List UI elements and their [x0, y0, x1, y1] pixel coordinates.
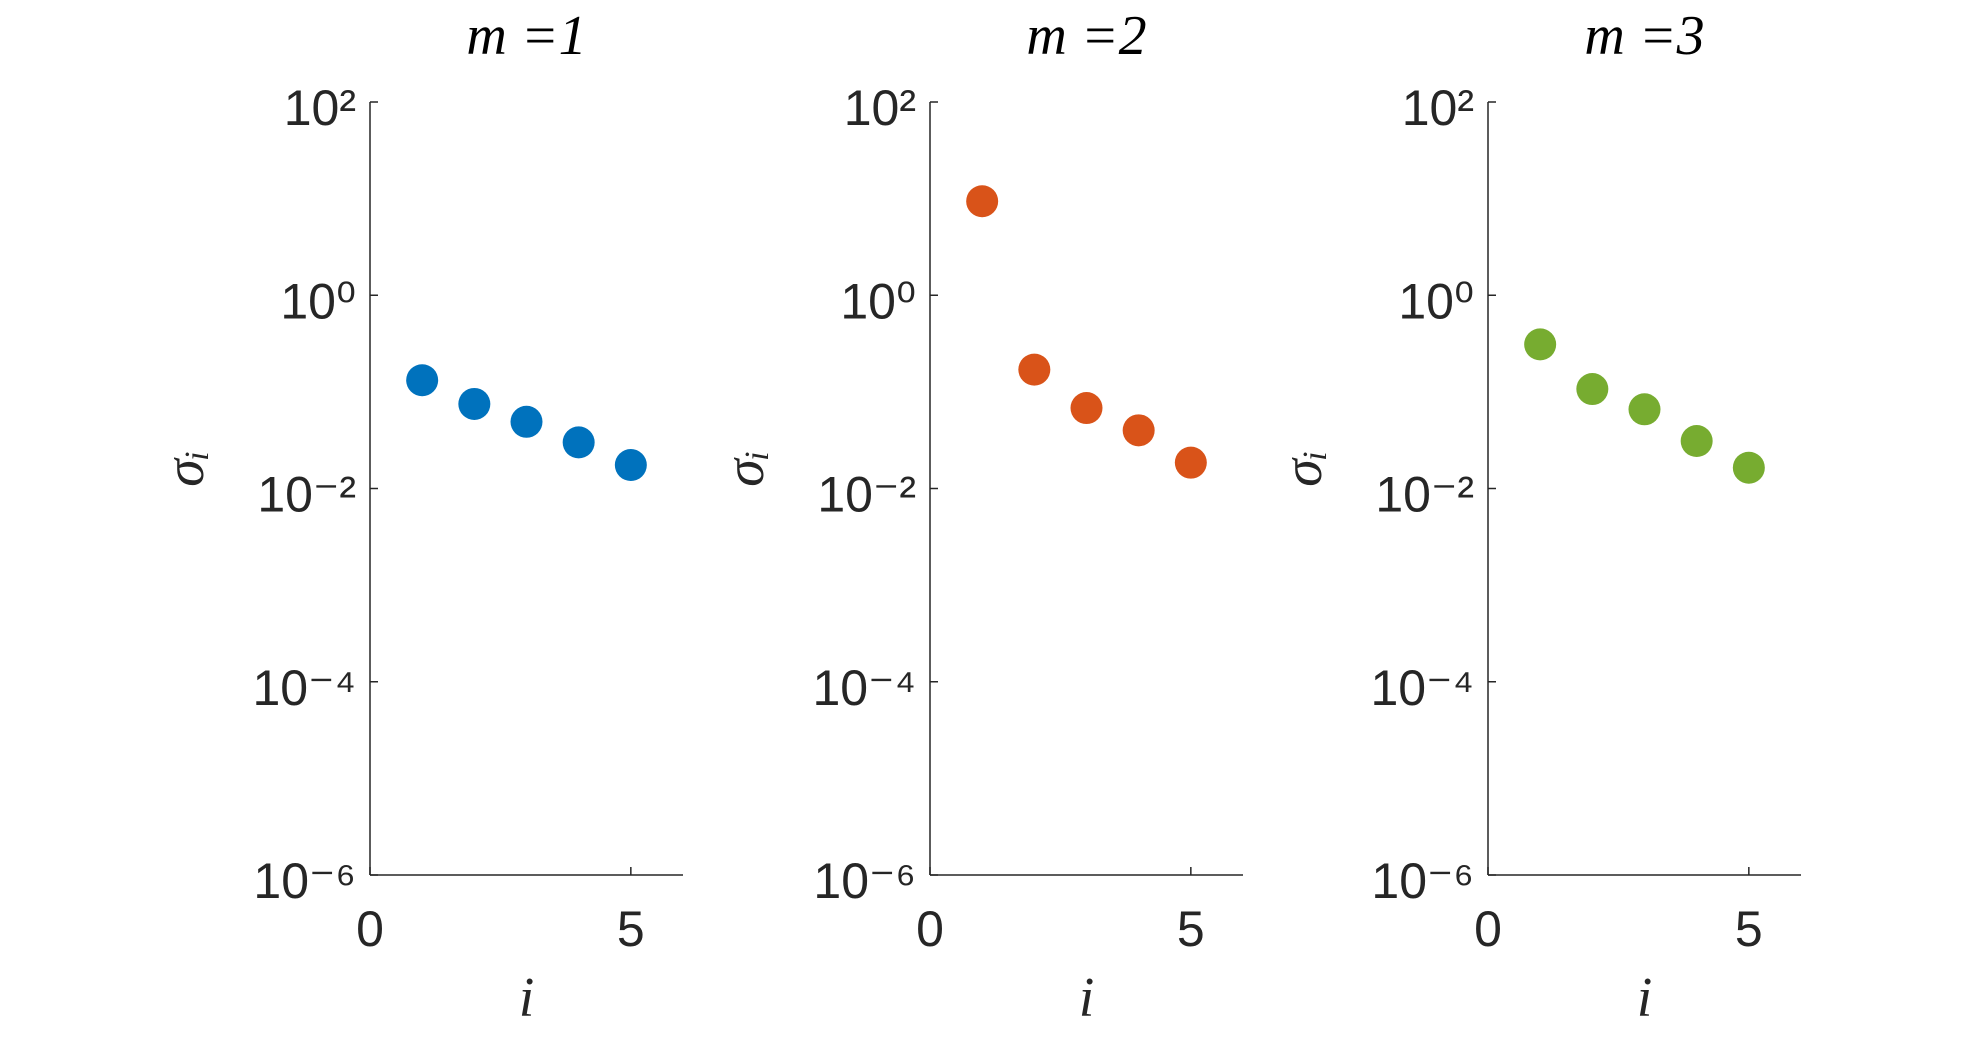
y-axis-label: σᵢ: [1272, 450, 1334, 486]
data-point: [1732, 451, 1765, 484]
y-tick-label: 10⁰: [1398, 273, 1474, 329]
y-tick-label: 10²: [1402, 80, 1474, 136]
data-point: [1524, 328, 1557, 361]
x-tick-label: 5: [617, 901, 645, 957]
x-axis-label: i: [1079, 967, 1095, 1029]
y-tick-label: 10⁻⁴: [813, 660, 917, 716]
y-tick-label: 10²: [284, 80, 356, 136]
y-tick-label: 10⁻⁶: [1371, 853, 1474, 909]
y-tick-label: 10⁰: [840, 273, 916, 329]
x-tick-label: 0: [356, 901, 384, 957]
y-tick-label: 10⁰: [280, 273, 356, 329]
data-point: [1122, 414, 1155, 447]
data-point: [1628, 393, 1661, 426]
x-tick-label: 5: [1735, 901, 1763, 957]
y-tick-label: 10⁻⁴: [1371, 660, 1475, 716]
data-point: [966, 185, 999, 218]
y-tick-label: 10⁻⁶: [813, 853, 916, 909]
data-point: [1576, 373, 1609, 406]
data-point: [406, 364, 439, 397]
x-tick-label: 0: [1474, 901, 1502, 957]
x-tick-label: 0: [916, 901, 944, 957]
data-point: [1680, 425, 1713, 458]
x-tick-label: 5: [1177, 901, 1205, 957]
chart-title: m =3: [1584, 5, 1704, 67]
y-axis-label: σᵢ: [714, 450, 776, 486]
y-tick-label: 10⁻²: [1375, 467, 1474, 523]
y-tick-label: 10⁻⁶: [253, 853, 356, 909]
chart-title: m =1: [466, 5, 586, 67]
chart-title: m =2: [1026, 5, 1146, 67]
data-point: [1070, 392, 1103, 425]
data-point: [1174, 446, 1207, 479]
x-axis-label: i: [519, 967, 535, 1029]
data-point: [1018, 353, 1051, 386]
data-point: [562, 426, 595, 459]
x-axis-label: i: [1637, 967, 1653, 1029]
data-point: [614, 449, 647, 482]
y-axis-label: σᵢ: [154, 450, 216, 486]
y-tick-label: 10⁻²: [257, 467, 356, 523]
data-point: [510, 405, 543, 438]
y-tick-label: 10⁻²: [817, 467, 916, 523]
y-tick-label: 10²: [844, 80, 916, 136]
data-point: [458, 387, 491, 420]
y-tick-label: 10⁻⁴: [253, 660, 357, 716]
